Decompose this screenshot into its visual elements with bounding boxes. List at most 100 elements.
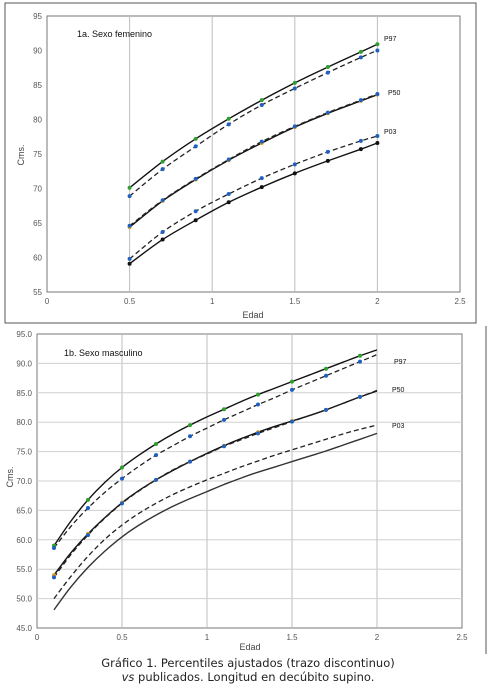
data-point-series-0	[154, 441, 158, 446]
x-tick-label: 0	[45, 297, 50, 306]
data-point-series-3	[290, 419, 294, 424]
data-point-series-1	[259, 103, 264, 108]
data-point-series-0	[160, 159, 165, 164]
data-point-series-1	[358, 55, 363, 60]
data-point-series-4	[292, 171, 297, 176]
data-point-series-1	[256, 402, 260, 407]
y-tick-label: 65	[33, 219, 42, 228]
data-point-series-1	[222, 417, 226, 422]
data-point-series-0	[193, 136, 198, 141]
data-point-series-1	[193, 144, 198, 149]
data-point-series-1	[160, 167, 165, 172]
caption-line-2-text: publicados. Longitud en decúbito supino.	[134, 670, 375, 684]
data-point-series-3	[325, 110, 330, 115]
data-point-series-0	[226, 116, 231, 121]
data-point-series-1	[324, 373, 328, 378]
data-point-series-1	[292, 86, 297, 91]
series-label-p03: P03	[392, 423, 405, 430]
series-line-2-solid	[53, 390, 378, 576]
y-tick-label: 65.0	[16, 506, 32, 515]
data-point-series-5	[193, 209, 198, 214]
data-point-series-3	[188, 459, 192, 464]
y-tick-label: 90	[33, 47, 42, 56]
y-tick-label: 55.0	[16, 565, 32, 574]
y-axis-label: Cms.	[16, 145, 26, 166]
y-tick-label: 75.0	[16, 448, 32, 457]
data-point-series-3	[86, 533, 90, 538]
y-tick-label: 60.0	[16, 536, 32, 545]
plot-area	[46, 15, 461, 293]
data-point-series-5	[226, 192, 231, 197]
data-point-series-5	[292, 162, 297, 167]
y-tick-label: 75	[33, 150, 42, 159]
y-tick-label: 70	[33, 185, 42, 194]
x-tick-label: 2.5	[454, 297, 466, 306]
series-line-0-solid	[53, 349, 378, 547]
x-tick-label: 0	[35, 633, 40, 642]
y-tick-label: 70.0	[16, 477, 32, 486]
data-point-series-1	[154, 453, 158, 458]
data-point-series-4	[358, 147, 363, 152]
data-point-series-0	[86, 497, 90, 502]
y-tick-label: 85	[33, 81, 42, 90]
x-tick-label: 2.5	[456, 633, 468, 642]
figure-caption: Gráfico 1. Percentiles ajustados (trazo …	[0, 656, 496, 684]
data-point-series-1	[358, 359, 362, 364]
data-point-series-3	[256, 431, 260, 436]
x-tick-label: 0.5	[116, 633, 128, 642]
y-tick-label: 85.0	[16, 389, 32, 398]
y-tick-label: 55	[33, 288, 42, 297]
data-point-series-0	[358, 49, 363, 54]
data-point-series-5	[358, 138, 363, 143]
data-point-series-5	[259, 176, 264, 181]
chart-sexo-femenino: 0 0.5 1 1.5 2 2.5 55 60 65 70 75 80 85 90 95 1a. Sexo …	[4, 2, 477, 324]
data-point-series-0	[188, 423, 192, 428]
x-tick-label: 0.5	[124, 297, 136, 306]
y-tick-label: 60	[33, 254, 42, 263]
data-point-series-0	[290, 379, 294, 384]
x-tick-label: 2	[375, 633, 380, 642]
data-point-series-0	[222, 407, 226, 412]
data-point-series-3	[193, 176, 198, 181]
data-point-series-3	[358, 394, 362, 399]
y-tick-label: 95.0	[16, 330, 32, 339]
y-tick-label: 50.0	[16, 595, 32, 604]
caption-line-2: vs publicados. Longitud en decúbito supi…	[0, 670, 496, 684]
chart-title: 1b. Sexo masculino	[64, 348, 143, 358]
series-label-p97: P97	[384, 36, 397, 43]
x-tick-label: 1.5	[286, 633, 298, 642]
x-axis-label: Edad	[239, 642, 260, 652]
data-point-series-3	[52, 575, 56, 580]
data-point-series-0	[292, 80, 297, 85]
y-axis-label: Cms.	[5, 467, 15, 488]
data-point-series-1	[188, 434, 192, 439]
data-point-series-0	[120, 465, 124, 470]
data-point-series-5	[375, 134, 380, 139]
data-point-series-4	[226, 200, 231, 205]
x-axis-label: Edad	[242, 310, 263, 320]
data-point-series-0	[256, 392, 260, 397]
y-tick-label: 45.0	[16, 624, 32, 633]
data-point-series-0	[259, 98, 264, 103]
y-tick-label: 80.0	[16, 418, 32, 427]
data-point-series-1	[290, 387, 294, 392]
data-point-series-1	[52, 546, 56, 551]
data-point-series-3	[154, 477, 158, 482]
data-point-series-4	[127, 261, 132, 266]
chart-frame	[4, 2, 477, 324]
data-point-series-5	[325, 149, 330, 154]
caption-vs: vs	[121, 670, 135, 684]
data-point-series-5	[127, 256, 132, 261]
data-point-series-4	[375, 140, 380, 145]
data-point-series-0	[375, 42, 380, 47]
data-point-series-3	[127, 223, 132, 228]
data-point-series-4	[160, 237, 165, 242]
series-label-p03: P03	[384, 129, 397, 136]
data-point-series-1	[127, 194, 132, 199]
series-line-5-dashed	[53, 424, 378, 599]
data-point-series-3	[324, 407, 328, 412]
data-point-series-3	[259, 139, 264, 144]
data-point-series-1	[120, 476, 124, 481]
data-point-series-3	[160, 198, 165, 203]
data-point-series-3	[120, 501, 124, 506]
